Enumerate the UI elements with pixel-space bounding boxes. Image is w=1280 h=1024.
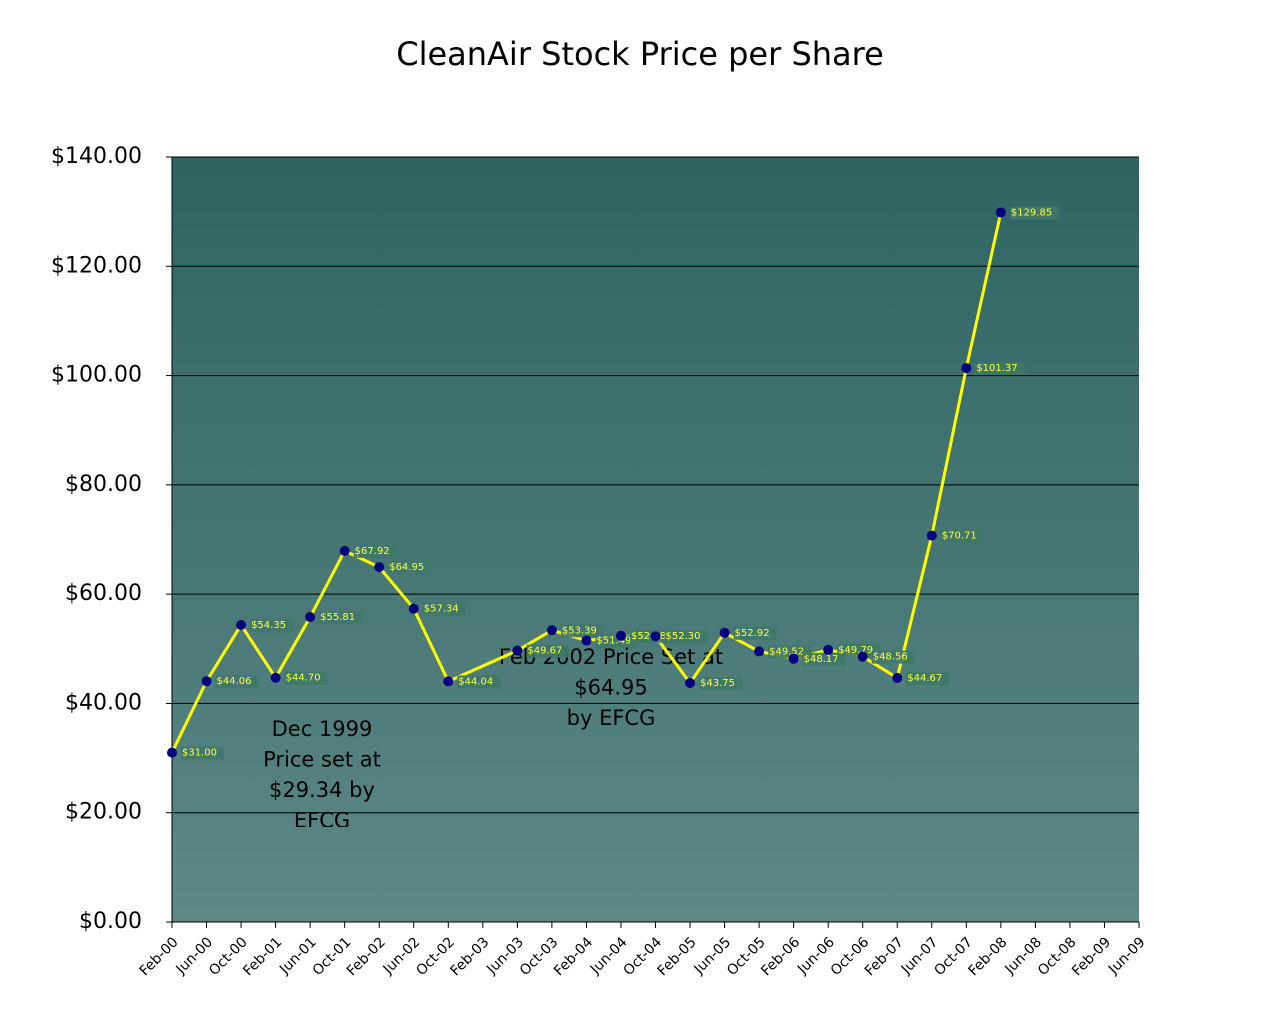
data-point [408,603,419,614]
y-tick-label: $40.00 [65,690,142,715]
y-tick-label: $100.00 [51,363,142,388]
data-label: $57.34 [424,604,459,615]
data-label: $52.92 [735,628,770,639]
data-label: $44.06 [217,676,252,687]
data-label: $49.67 [527,646,562,657]
data-label: $31.00 [182,748,217,759]
data-point [374,562,385,573]
data-label: $44.04 [458,676,493,687]
data-label: $52.38 [631,631,666,642]
data-point [270,672,281,683]
data-point [339,545,350,556]
data-label: $55.81 [320,612,355,623]
data-label: $49.52 [769,646,804,657]
data-label: $64.95 [389,562,424,573]
y-tick-label: $0.00 [79,909,142,934]
data-point [892,672,903,683]
x-tick-label: Feb-05 [655,934,700,979]
data-label-bg [664,630,708,644]
annotation: Dec 1999 [272,717,373,741]
annotation: $29.34 by [269,778,375,802]
data-label: $129.85 [1011,207,1052,218]
data-label-bg [595,634,639,648]
data-point [926,530,937,541]
annotation: $64.95 [574,676,647,700]
data-label-bg [560,624,604,638]
x-tick-label: Feb-02 [344,934,389,979]
data-point [857,651,868,662]
data-point [512,645,523,656]
data-label-bg [457,675,501,689]
plot-area [172,157,1139,922]
data-point [650,631,661,642]
data-label: $101.37 [976,363,1017,374]
data-label-bg [802,652,846,666]
data-label-bg [353,544,397,558]
y-tick-label: $60.00 [65,581,142,606]
data-point [995,207,1006,218]
x-tick-label: Feb-08 [966,934,1011,979]
data-point [201,676,212,687]
data-point [961,363,972,374]
data-point [788,653,799,664]
x-tick-label: Feb-01 [240,934,285,979]
data-point [581,635,592,646]
x-tick-label: Feb-07 [862,934,907,979]
data-label-bg [940,529,984,543]
data-label: $49.79 [838,645,873,656]
annotation: by EFCG [567,706,656,730]
data-label-bg [215,675,259,689]
data-label-bg [181,746,224,760]
data-label-bg [837,643,881,657]
data-label: $67.92 [355,546,390,557]
data-label: $70.71 [942,531,977,542]
data-point [719,627,730,638]
data-label: $48.17 [804,654,839,665]
data-label: $44.70 [286,673,321,684]
data-label-bg [975,362,1025,376]
data-label-bg [284,671,328,685]
data-label-bg [422,602,466,616]
data-point [546,625,557,636]
x-tick-label: Feb-09 [1069,934,1114,979]
data-label-bg [906,671,950,685]
annotation: Price set at [263,748,381,772]
data-label-bg [733,626,777,640]
y-tick-label: $80.00 [65,472,142,497]
y-tick-label: $20.00 [65,800,142,825]
data-point [236,620,247,631]
data-label: $52.30 [666,631,701,642]
data-label: $43.75 [700,678,735,689]
data-label-bg [250,619,294,633]
data-label-bg [699,676,743,690]
data-label-bg [388,561,432,575]
y-tick-label: $140.00 [51,144,142,169]
x-tick-label: Feb-03 [447,934,492,979]
data-label: $48.56 [873,652,908,663]
x-tick-label: Feb-06 [758,934,803,979]
data-point [823,644,834,655]
data-point [167,747,177,758]
chart-title: CleanAir Stock Price per Share [396,35,884,73]
data-label: $44.67 [907,673,942,684]
data-label-bg [1009,206,1060,220]
x-tick-label: Feb-00 [137,934,182,979]
data-label-bg [871,650,915,664]
data-point [754,646,765,657]
x-tick-label: Jun-09 [1105,934,1149,978]
annotation: EFCG [294,809,350,833]
data-label-bg [526,644,570,658]
data-label-bg [768,645,812,659]
data-point [305,612,316,623]
data-label: $54.35 [251,620,286,631]
data-point [615,630,626,641]
data-label-bg [319,611,363,625]
data-point [685,677,696,688]
data-label: $51.49 [596,636,631,647]
data-label: $53.39 [562,625,597,636]
y-tick-label: $120.00 [51,253,142,278]
data-point [443,676,454,687]
x-tick-label: Feb-04 [551,934,596,979]
